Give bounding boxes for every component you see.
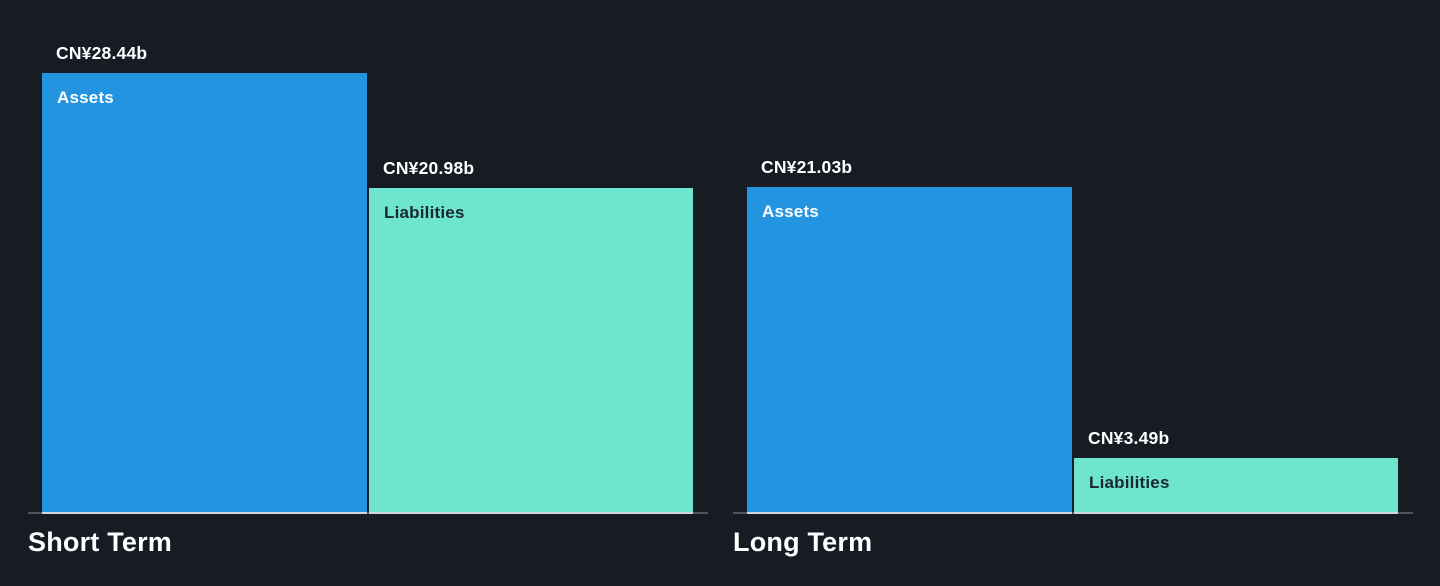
assets-value-label: CN¥28.44b	[56, 43, 148, 63]
long-term-axis-line	[733, 512, 1413, 514]
liabilities-bar: Liabilities	[369, 188, 693, 512]
liabilities-bar-baseline	[369, 512, 693, 514]
assets-bar-baseline	[747, 512, 1072, 514]
short-term-plot-area: Assets CN¥28.44b Liabilities CN¥20.98b	[28, 0, 708, 512]
long-term-chart: Assets CN¥21.03b Liabilities CN¥3.49b Long …	[733, 0, 1413, 586]
long-term-title: Long Term	[733, 527, 873, 557]
liabilities-bar-label: Liabilities	[384, 203, 465, 223]
assets-bar-label: Assets	[57, 88, 114, 107]
liabilities-bar-baseline	[1074, 512, 1398, 514]
assets-bar: Assets	[42, 73, 367, 512]
assets-bar-baseline	[42, 512, 367, 514]
liabilities-value-label: CN¥20.98b	[383, 158, 475, 179]
short-term-chart: Assets CN¥28.44b Liabilities CN¥20.98b Shor…	[28, 0, 708, 586]
long-term-plot-area: Assets CN¥21.03b Liabilities CN¥3.49b	[733, 0, 1413, 512]
liabilities-value-label: CN¥3.49b	[1088, 428, 1170, 449]
liabilities-bar-label: Liabilities	[1089, 473, 1170, 493]
liabilities-bar: Liabilities	[1074, 458, 1398, 512]
short-term-axis-line	[28, 512, 708, 514]
assets-value-label: CN¥21.03b	[761, 157, 853, 178]
assets-bar: Assets	[747, 187, 1072, 512]
assets-bar-label: Assets	[762, 202, 819, 222]
short-term-title: Short Term	[28, 527, 173, 557]
